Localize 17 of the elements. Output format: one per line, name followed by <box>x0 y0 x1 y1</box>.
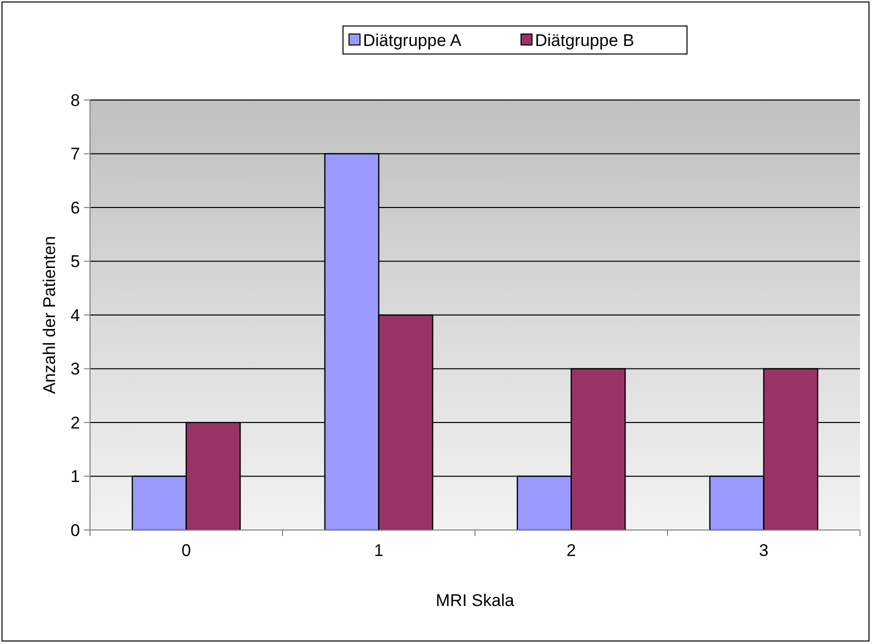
y-tick-label: 3 <box>70 360 80 379</box>
legend-label: Diätgruppe B <box>535 30 634 50</box>
y-tick-label: 6 <box>70 198 80 218</box>
y-tick-label: 4 <box>70 306 80 325</box>
x-tick-label: 3 <box>759 541 768 560</box>
x-tick-label: 2 <box>566 541 576 560</box>
y-axis-title: Anzahl der Patienten <box>40 236 59 394</box>
x-axis-title: MRI Skala <box>436 591 515 610</box>
legend-label: Diätgruppe A <box>363 30 462 50</box>
y-tick-label: 2 <box>70 413 80 432</box>
y-tick-label: 5 <box>70 252 80 272</box>
y-tick-label: 1 <box>70 467 80 486</box>
y-tick-label: 0 <box>70 520 80 540</box>
x-tick-label: 0 <box>182 541 191 560</box>
y-tick-label: 8 <box>70 90 80 110</box>
x-tick-label: 1 <box>374 541 384 560</box>
y-tick-label: 7 <box>70 144 80 164</box>
